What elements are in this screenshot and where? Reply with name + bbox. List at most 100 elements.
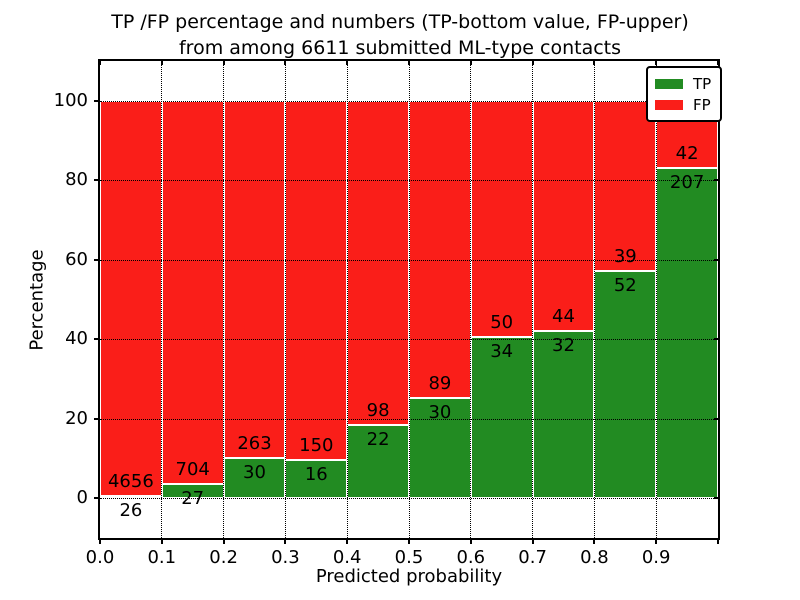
x-tick-mark <box>655 540 658 544</box>
annotation-tp-count: 52 <box>613 275 637 297</box>
vertical-gridline <box>223 61 225 538</box>
y-tick-label: 60 <box>65 248 88 270</box>
y-tick-mark-right <box>714 417 718 420</box>
bar-segment-fp <box>285 100 348 460</box>
y-tick-mark <box>94 338 98 341</box>
vertical-gridline <box>346 61 348 538</box>
y-tick-mark <box>94 497 98 500</box>
y-tick-mark <box>94 99 98 102</box>
horizontal-gridline <box>100 418 718 420</box>
x-tick-mark <box>160 540 163 544</box>
vertical-gridline <box>161 61 163 538</box>
bar-segment-fp <box>470 100 533 338</box>
y-tick-mark-right <box>714 497 718 500</box>
vertical-gridline <box>655 61 657 538</box>
horizontal-gridline <box>100 498 718 500</box>
annotation-fp-count: 89 <box>428 373 452 395</box>
horizontal-gridline <box>100 180 718 182</box>
x-tick-mark <box>593 540 596 544</box>
annotation-fp-count: 39 <box>613 246 637 268</box>
x-tick-label: 0.3 <box>271 547 300 568</box>
chart-title-line1: TP /FP percentage and numbers (TP-bottom… <box>111 11 689 33</box>
x-tick-mark <box>346 540 349 544</box>
x-axis-label: Predicted probability <box>315 566 503 587</box>
legend: TP FP <box>646 66 723 122</box>
annotation-tp-count: 32 <box>552 334 575 356</box>
annotation-tp-count: 30 <box>428 402 452 424</box>
y-tick-mark-right <box>714 338 718 341</box>
horizontal-gridline <box>100 259 718 261</box>
y-tick-label: 80 <box>65 169 88 191</box>
x-tick-mark-top <box>99 61 101 65</box>
x-tick-mark <box>469 540 472 544</box>
x-tick-mark-top <box>346 61 349 65</box>
annotation-tp-count: 16 <box>304 463 328 485</box>
legend-entry-fp: FP <box>655 94 711 115</box>
y-tick-mark <box>94 179 98 182</box>
vertical-gridline <box>284 61 286 538</box>
annotation-tp-count: 26 <box>119 500 143 522</box>
bar-segment-fp <box>223 100 286 458</box>
bar-segment-fp <box>347 100 409 426</box>
y-tick-mark <box>94 258 98 261</box>
annotation-tp-count: 22 <box>366 429 390 451</box>
bar-segment-fp <box>161 100 224 484</box>
x-tick-mark-top <box>469 61 472 65</box>
bar-segment-fp <box>532 100 595 331</box>
y-tick-mark-right <box>714 179 718 182</box>
x-tick-mark <box>717 540 719 544</box>
chart-title: TP /FP percentage and numbers (TP-bottom… <box>0 9 800 61</box>
x-tick-mark <box>408 540 410 544</box>
fp-swatch-icon <box>655 99 683 110</box>
plot-area: 4656 26 704 27 263 30 150 16 98 22 89 30 50 34 44 32 39 5… <box>98 59 723 540</box>
x-tick-mark-top <box>160 61 163 65</box>
annotation-tp-count: 207 <box>669 171 705 193</box>
x-tick-label: 0.0 <box>85 547 115 568</box>
annotation-fp-count: 98 <box>366 400 390 422</box>
x-tick-mark <box>531 540 534 544</box>
annotation-tp-count: 30 <box>243 461 266 483</box>
x-tick-mark-top <box>717 61 719 65</box>
vertical-gridline <box>593 61 595 538</box>
annotation-fp-count: 704 <box>175 458 210 480</box>
x-tick-mark-top <box>655 61 658 65</box>
x-tick-label: 0.1 <box>147 547 177 568</box>
bar-segment-fp <box>409 100 471 399</box>
bar-segment-tp <box>656 167 718 499</box>
x-tick-label: 0.8 <box>580 547 609 568</box>
y-tick-mark <box>94 417 98 420</box>
annotation-fp-count: 263 <box>237 432 272 454</box>
chart-title-line2: from among 6611 submitted ML-type contac… <box>178 37 622 59</box>
y-tick-label: 20 <box>65 407 88 429</box>
x-tick-mark-top <box>408 61 410 65</box>
bar-segment-fp <box>100 100 162 497</box>
vertical-gridline <box>408 61 410 538</box>
x-tick-mark <box>222 540 225 544</box>
vertical-gridline <box>532 61 534 538</box>
annotation-tp-count: 27 <box>181 487 205 509</box>
horizontal-gridline <box>100 339 718 341</box>
x-tick-label: 0.7 <box>518 547 547 568</box>
tp-swatch-icon <box>655 78 683 89</box>
y-tick-label: 40 <box>65 328 88 350</box>
x-tick-mark-top <box>222 61 225 65</box>
x-tick-label: 0.5 <box>394 547 424 568</box>
bar-segment-fp <box>594 100 657 272</box>
legend-label-fp: FP <box>693 95 711 114</box>
y-tick-mark-right <box>714 258 718 261</box>
bar-segment-tp <box>594 271 657 499</box>
annotation-fp-count: 150 <box>299 434 334 456</box>
y-tick-label: 100 <box>53 89 88 111</box>
y-axis-label: Percentage <box>26 249 48 351</box>
horizontal-gridline <box>100 100 718 102</box>
x-tick-label: 0.6 <box>456 547 486 568</box>
x-tick-mark-top <box>284 61 287 65</box>
annotation-fp-count: 4656 <box>107 471 154 493</box>
annotation-tp-count: 34 <box>490 341 514 363</box>
x-tick-label: 0.4 <box>332 547 362 568</box>
annotation-fp-count: 42 <box>675 142 699 164</box>
y-tick-label: 0 <box>76 487 88 509</box>
x-tick-mark <box>99 540 101 544</box>
legend-label-tp: TP <box>693 74 712 93</box>
